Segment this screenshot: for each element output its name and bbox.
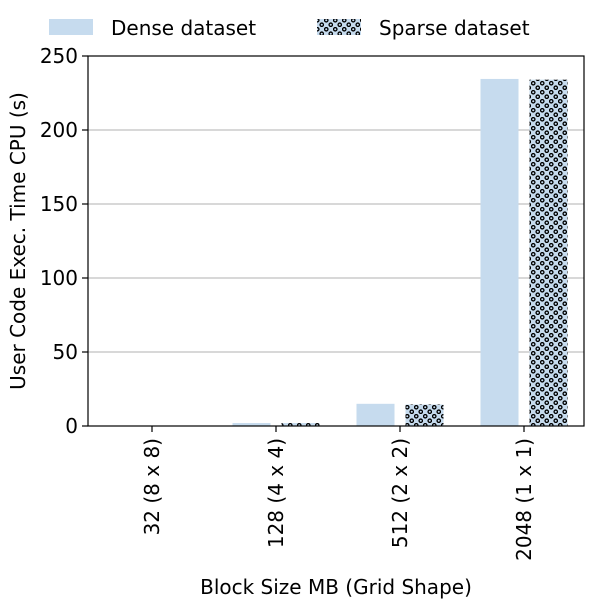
y-tick-label: 100: [40, 266, 78, 290]
x-tick-label: 2048 (1 x 1): [512, 438, 536, 561]
y-axis-title: User Code Exec. Time CPU (s): [6, 92, 30, 390]
legend-label-dense: Dense dataset: [111, 16, 256, 40]
bars: [108, 78, 568, 427]
legend-label-sparse: Sparse dataset: [379, 16, 530, 40]
bar-dense: [480, 78, 519, 426]
plot-frame: [87, 55, 585, 427]
x-axis-title: Block Size MB (Grid Shape): [200, 575, 472, 599]
y-tick-label: 200: [40, 118, 78, 142]
y-tick-label: 50: [53, 340, 78, 364]
bar-sparse: [405, 404, 444, 426]
bar-dense: [232, 423, 271, 426]
x-tick-label: 32 (8 x 8): [140, 438, 164, 535]
bar-dense: [356, 403, 395, 426]
legend-swatch-dense: [49, 19, 93, 35]
legend-swatch-sparse: [317, 19, 361, 35]
y-tick-label: 250: [40, 44, 78, 68]
y-axis-ticks: 0 50 100 150 200 250: [40, 44, 88, 438]
x-axis-ticks: 32 (8 x 8) 128 (4 x 4) 512 (2 x 2) 2048 (1 …: [140, 426, 536, 561]
x-tick-label: 128 (4 x 4): [264, 438, 288, 548]
bar-sparse: [281, 423, 320, 426]
y-tick-label: 150: [40, 192, 78, 216]
legend: Dense dataset Sparse dataset: [49, 16, 530, 40]
x-tick-label: 512 (2 x 2): [388, 438, 412, 548]
y-tick-label: 0: [65, 414, 78, 438]
bar-sparse: [529, 79, 568, 427]
